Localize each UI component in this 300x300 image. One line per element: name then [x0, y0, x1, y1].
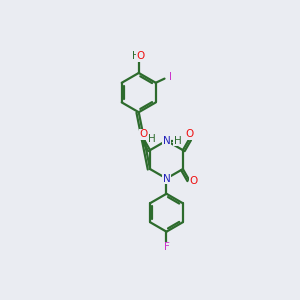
- Text: O: O: [185, 129, 193, 139]
- Text: O: O: [140, 129, 148, 139]
- Text: H: H: [132, 51, 140, 61]
- Text: O: O: [190, 176, 198, 186]
- Text: H: H: [148, 134, 156, 144]
- Text: I: I: [169, 72, 172, 82]
- Text: i: i: [169, 72, 172, 82]
- Text: N: N: [163, 173, 170, 184]
- Text: N: N: [163, 136, 170, 146]
- Text: H: H: [174, 136, 182, 146]
- Text: F: F: [164, 242, 169, 252]
- Text: O: O: [136, 51, 145, 61]
